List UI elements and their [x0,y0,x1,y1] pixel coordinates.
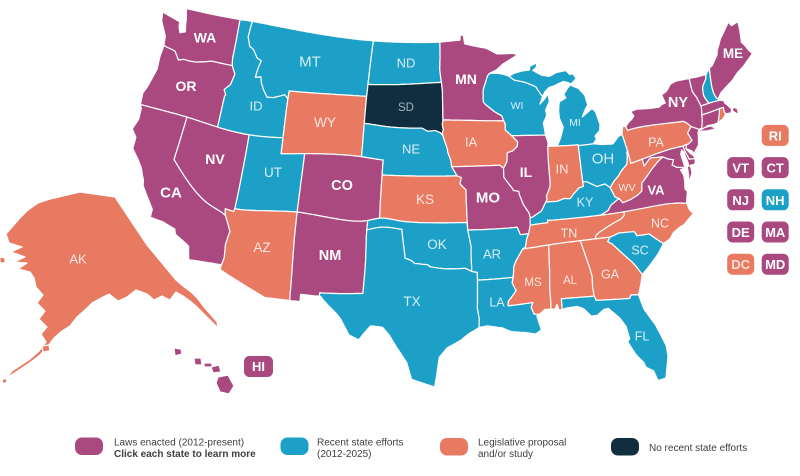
svg-text:VA: VA [647,183,665,198]
svg-text:MS: MS [524,277,542,289]
svg-text:HI: HI [252,359,265,374]
svg-text:NE: NE [402,142,420,157]
svg-text:ME: ME [723,46,743,61]
svg-text:Recent state efforts: Recent state efforts [317,438,404,449]
svg-text:LA: LA [489,296,505,310]
svg-text:NC: NC [651,217,669,231]
svg-text:CO: CO [331,178,353,194]
svg-text:Click each state to learn more: Click each state to learn more [114,449,256,460]
svg-text:MD: MD [765,257,785,272]
svg-text:MN: MN [455,71,477,87]
svg-text:AL: AL [563,275,578,287]
svg-text:PA: PA [648,136,664,150]
svg-text:MT: MT [299,53,321,70]
svg-text:NY: NY [668,95,688,111]
svg-text:WI: WI [511,100,524,112]
svg-text:TN: TN [561,227,578,241]
svg-text:KY: KY [577,196,594,210]
svg-text:WA: WA [194,30,217,46]
svg-text:VT: VT [732,161,749,176]
svg-text:OK: OK [427,237,447,252]
svg-text:SD: SD [398,102,414,114]
svg-text:WV: WV [619,182,636,194]
svg-text:OR: OR [176,78,197,94]
svg-text:IL: IL [520,164,533,180]
svg-text:MI: MI [569,117,581,129]
svg-text:Legislative proposal: Legislative proposal [478,438,566,449]
svg-text:OH: OH [592,150,615,167]
svg-text:(2012-2025): (2012-2025) [317,449,371,460]
svg-text:NV: NV [205,151,225,167]
svg-text:KS: KS [416,192,434,207]
svg-text:UT: UT [264,165,282,180]
svg-text:RI: RI [769,128,782,143]
svg-text:IA: IA [465,135,478,150]
svg-text:AK: AK [69,252,87,267]
svg-text:Laws enacted (2012-present): Laws enacted (2012-present) [114,438,244,449]
svg-text:WY: WY [314,115,336,130]
svg-text:No recent state efforts: No recent state efforts [649,443,747,454]
svg-text:AZ: AZ [253,240,270,255]
svg-text:DC: DC [731,257,750,272]
svg-text:AR: AR [483,247,501,262]
svg-text:SC: SC [631,244,648,258]
svg-text:IN: IN [556,162,569,177]
svg-text:TX: TX [403,294,420,309]
svg-text:CT: CT [767,161,784,176]
svg-text:MO: MO [476,189,500,206]
svg-text:ID: ID [250,99,263,114]
svg-text:FL: FL [635,330,650,344]
svg-text:NJ: NJ [732,193,749,208]
svg-text:DE: DE [732,225,750,240]
svg-text:and/or study: and/or study [478,449,533,460]
svg-text:NH: NH [766,193,785,208]
svg-text:NM: NM [319,248,342,264]
svg-text:GA: GA [601,268,620,282]
svg-text:ND: ND [397,56,416,71]
svg-text:CA: CA [160,184,182,201]
svg-text:MA: MA [765,225,786,240]
